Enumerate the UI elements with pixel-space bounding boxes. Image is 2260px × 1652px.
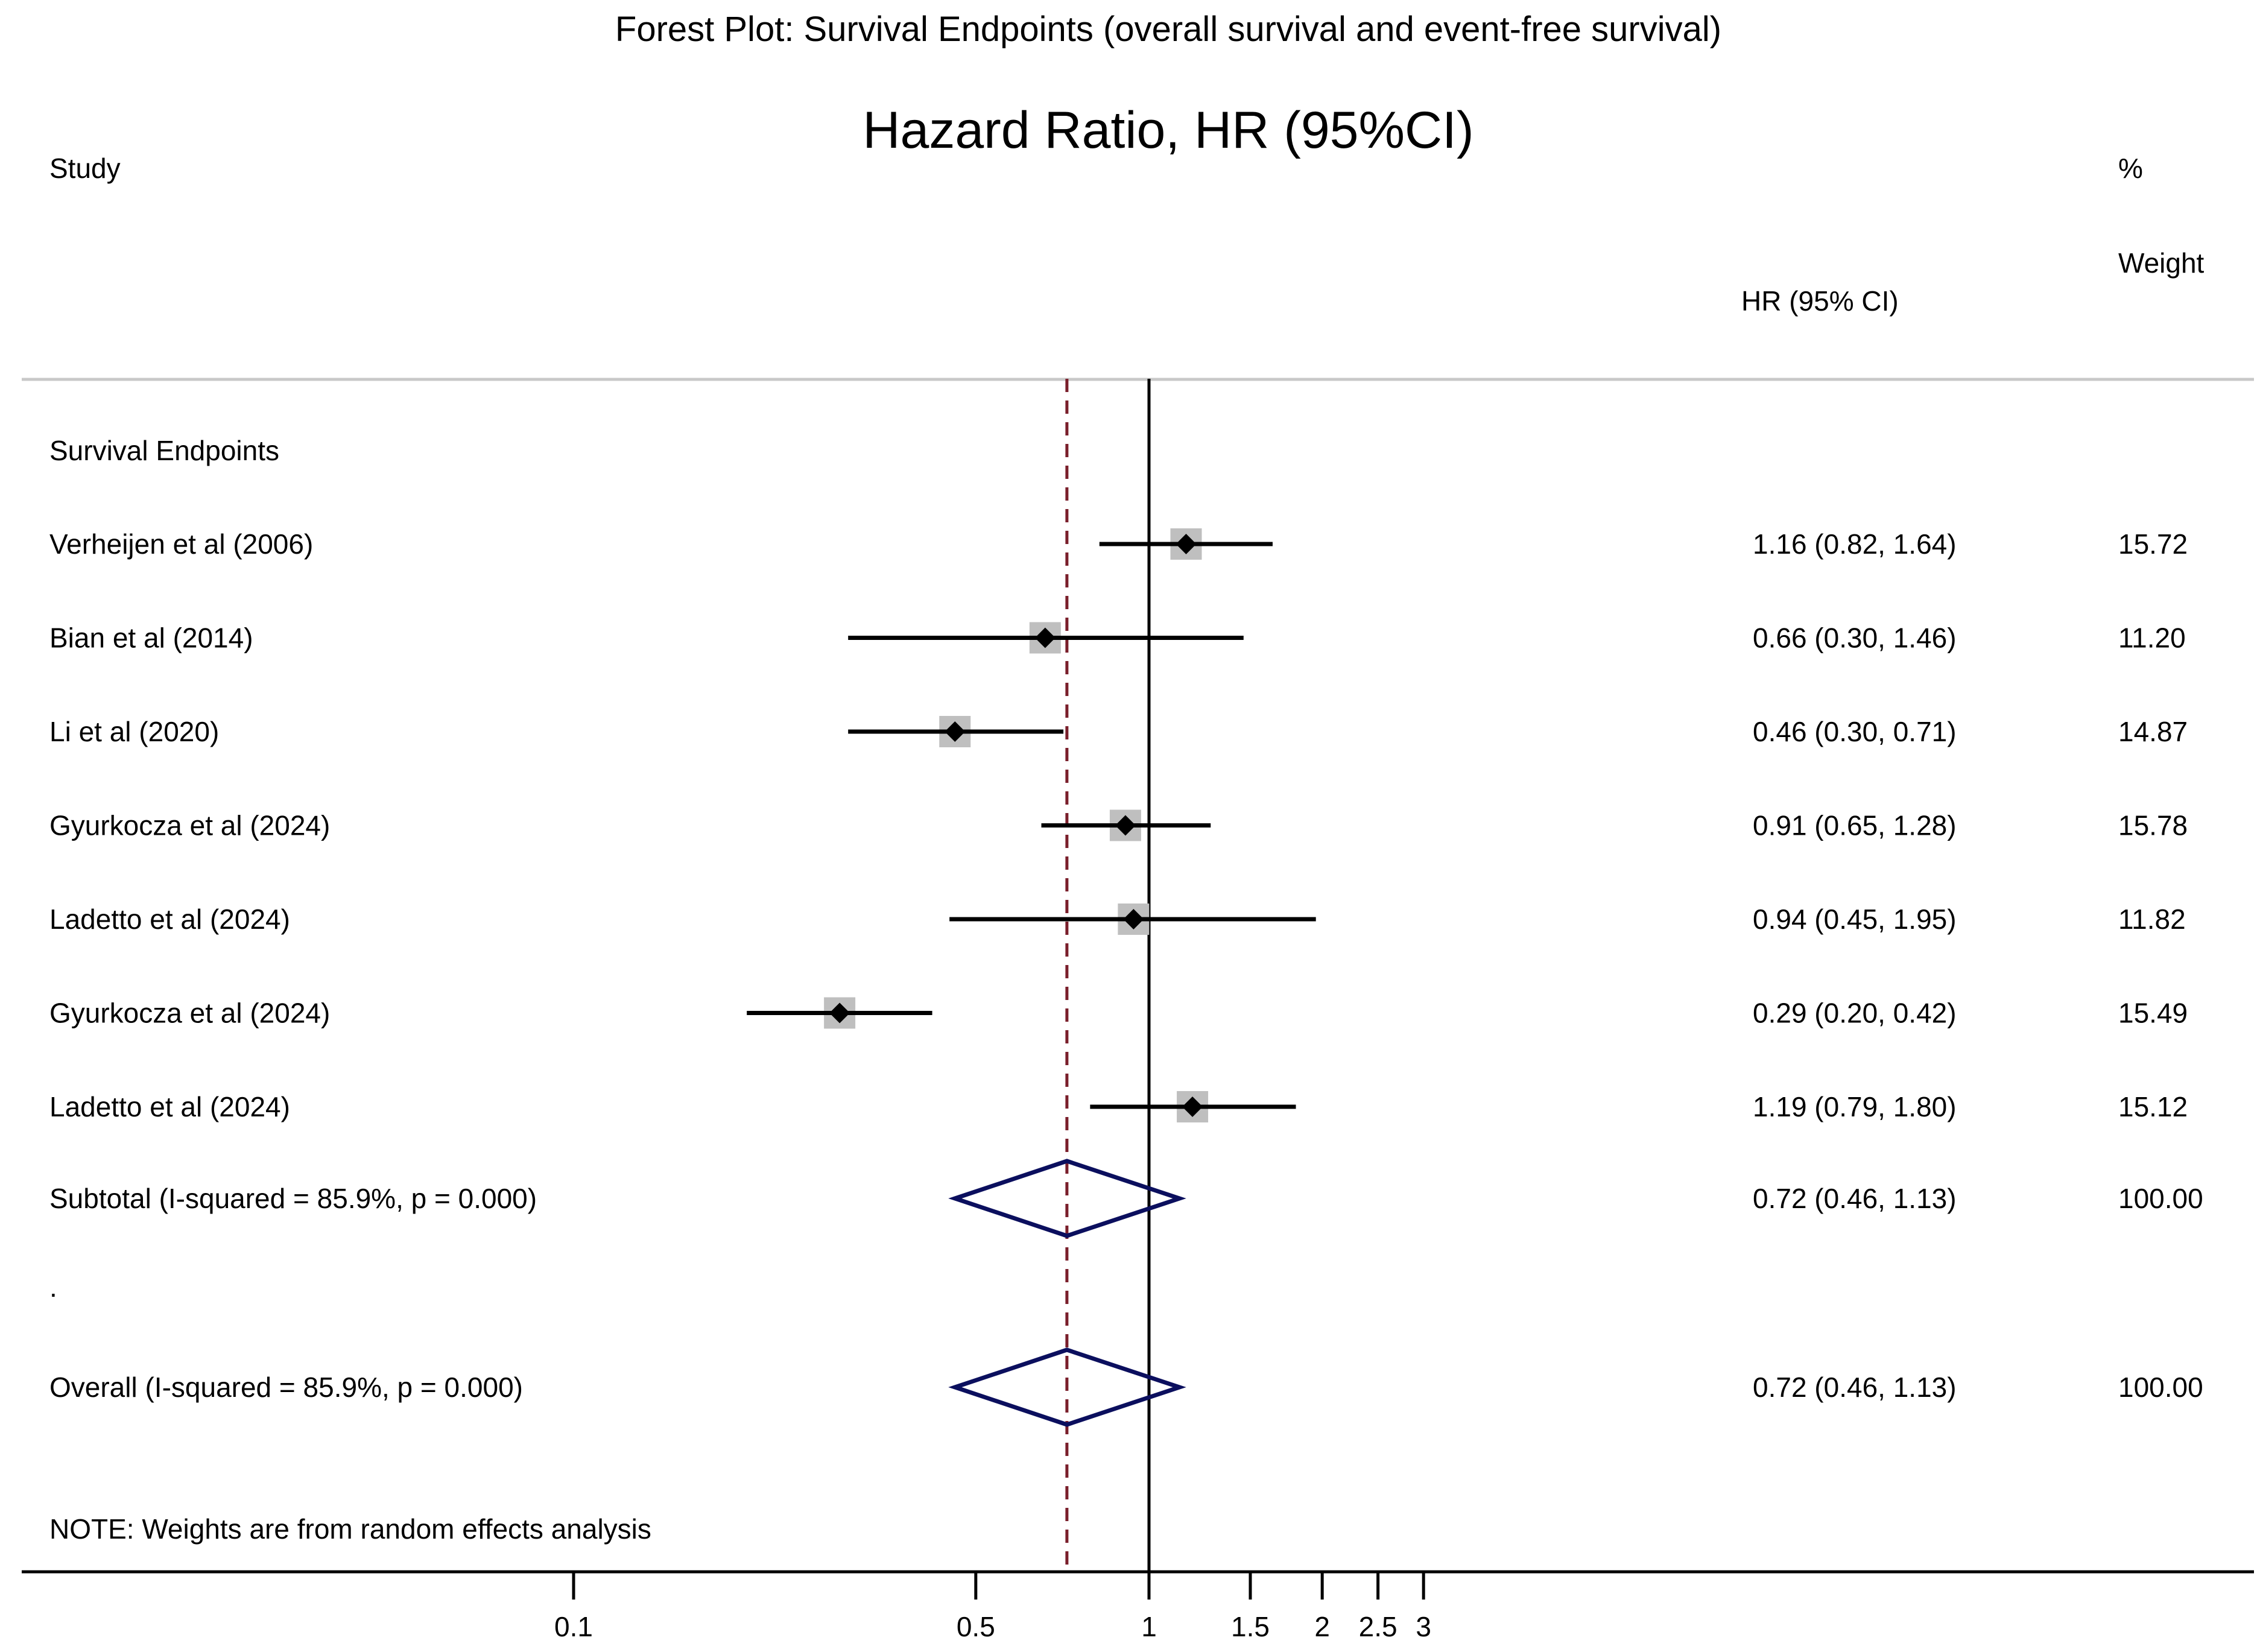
overall-weight: 100.00 [2118, 1372, 2203, 1403]
study-weight: 11.20 [2118, 622, 2186, 654]
point-estimate [945, 721, 966, 742]
study-weight: 11.82 [2118, 904, 2186, 935]
subtotal-hr: 0.72 (0.46, 1.13) [1753, 1183, 1957, 1214]
study-hr: 1.16 (0.82, 1.64) [1753, 528, 1957, 560]
study-label: Li et al (2020) [49, 716, 219, 747]
study-label: Ladetto et al (2024) [49, 904, 290, 935]
x-tick-label: 3 [1416, 1611, 1431, 1642]
study-hr: 0.94 (0.45, 1.95) [1753, 904, 1957, 935]
study-weight: 15.49 [2118, 998, 2188, 1029]
point-estimate [829, 1002, 850, 1024]
subtotal-weight: 100.00 [2118, 1183, 2203, 1214]
point-estimate [1176, 534, 1197, 554]
x-tick-label: 2.5 [1359, 1611, 1397, 1642]
study-label: Gyurkocza et al (2024) [49, 810, 330, 841]
header-study: Study [49, 153, 121, 184]
x-tick-label: 2 [1314, 1611, 1330, 1642]
study-hr: 0.91 (0.65, 1.28) [1753, 810, 1957, 841]
x-tick-label: 0.1 [554, 1611, 593, 1642]
chart-subtitle: Hazard Ratio, HR (95%CI) [863, 101, 1473, 159]
point-estimate [1182, 1097, 1203, 1117]
study-label: Bian et al (2014) [49, 622, 253, 654]
study-hr: 0.66 (0.30, 1.46) [1753, 622, 1957, 654]
study-weight: 15.78 [2118, 810, 2188, 841]
subtotal-label: Subtotal (I-squared = 85.9%, p = 0.000) [49, 1183, 537, 1214]
study-weight: 15.72 [2118, 528, 2188, 560]
study-label: Ladetto et al (2024) [49, 1091, 290, 1122]
overall-label: Overall (I-squared = 85.9%, p = 0.000) [49, 1372, 523, 1403]
x-tick-label: 1.5 [1231, 1611, 1270, 1642]
header-weight-pct: % [2118, 153, 2143, 184]
overall-hr: 0.72 (0.46, 1.13) [1753, 1372, 1957, 1403]
chart-title: Forest Plot: Survival Endpoints (overall… [615, 10, 1721, 49]
study-hr: 0.29 (0.20, 0.42) [1753, 998, 1957, 1029]
point-estimate [1115, 815, 1136, 836]
header-hr: HR (95% CI) [1741, 285, 1899, 317]
study-weight: 14.87 [2118, 716, 2188, 747]
separator-dot: . [49, 1271, 57, 1303]
study-label: Verheijen et al (2006) [49, 528, 313, 560]
point-estimate [1034, 627, 1056, 648]
subtotal-diamond [948, 1159, 1186, 1238]
overall-diamond [948, 1347, 1186, 1427]
study-weight: 15.12 [2118, 1091, 2188, 1122]
note-text: NOTE: Weights are from random effects an… [49, 1513, 651, 1545]
x-tick-label: 0.5 [957, 1611, 995, 1642]
study-label: Gyurkocza et al (2024) [49, 998, 330, 1029]
header-weight-word: Weight [2118, 247, 2205, 279]
group-label: Survival Endpoints [49, 435, 279, 466]
point-estimate [1123, 909, 1144, 929]
study-hr: 0.46 (0.30, 0.71) [1753, 716, 1957, 747]
x-tick-label: 1 [1141, 1611, 1157, 1642]
study-hr: 1.19 (0.79, 1.80) [1753, 1091, 1957, 1122]
